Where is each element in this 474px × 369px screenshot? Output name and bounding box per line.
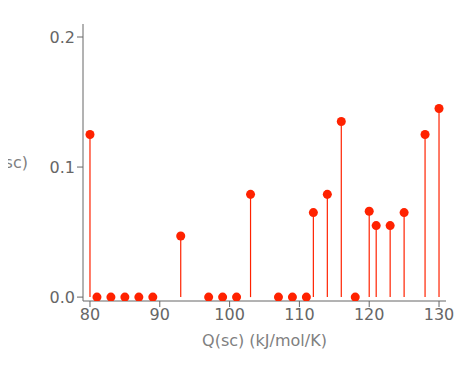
- svg-text:p(sc): p(sc): [8, 153, 28, 172]
- svg-text:80: 80: [80, 305, 100, 324]
- svg-text:90: 90: [150, 305, 170, 324]
- svg-text:0.0: 0.0: [50, 288, 75, 307]
- svg-text:110: 110: [284, 305, 315, 324]
- svg-text:Q(sc) (kJ/mol/K): Q(sc) (kJ/mol/K): [202, 331, 327, 350]
- svg-text:0.1: 0.1: [50, 158, 75, 177]
- svg-text:120: 120: [354, 305, 385, 324]
- svg-text:0.2: 0.2: [50, 28, 75, 47]
- svg-text:100: 100: [214, 305, 245, 324]
- svg-text:130: 130: [424, 305, 455, 324]
